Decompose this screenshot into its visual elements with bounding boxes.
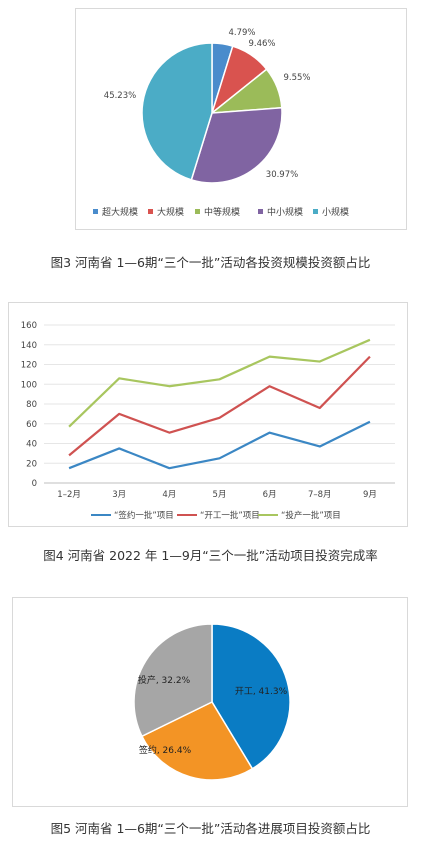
y-tick-label: 100	[21, 380, 37, 390]
pie-slice-3	[190, 106, 283, 184]
pie-slice-4	[141, 42, 213, 181]
line-chart-panel: 0 20 40 60 80 100 120 140 160 1–2月 3月 4月 5月 6月 7–8月 9月 “…	[8, 302, 408, 527]
series-line-2	[68, 338, 371, 428]
legend-label-1: “开工一批”项目	[200, 510, 260, 521]
legend-label-4: 小规模	[322, 207, 349, 218]
legend-swatch-0	[93, 209, 98, 214]
pie-chart-scale: 4.79%9.46% 9.55% 30.97% 45.23% 超大规模 大规模 中等规模 中小…	[93, 28, 349, 218]
x-tick-label: 4月	[162, 490, 176, 500]
legend-swatch-1	[148, 209, 153, 214]
y-tick-label: 0	[32, 479, 37, 489]
line-chart-completion: 0 20 40 60 80 100 120 140 160 1–2月 3月 4月 5月 6月 7–8月 9月 “…	[21, 321, 395, 521]
pie-data-label-4: 45.23%	[104, 91, 136, 101]
figure-5-caption: 图5 河南省 1—6期“三个一批”活动各进展项目投资额占比	[50, 821, 371, 836]
y-tick-label: 140	[21, 341, 37, 351]
x-tick-label: 1–2月	[57, 490, 81, 500]
y-tick-label: 60	[26, 420, 37, 430]
legend-label-2: 中等规模	[204, 206, 240, 218]
y-tick-label: 40	[26, 440, 37, 450]
y-tick-label: 120	[21, 361, 37, 371]
pie-data-label-3: 30.97%	[266, 170, 298, 180]
pie-data-label-2: 9.55%	[283, 73, 310, 83]
pie-slice-0	[211, 623, 291, 770]
legend-label-0: 超大规模	[102, 206, 138, 218]
x-tick-label: 6月	[263, 490, 277, 500]
figure-3-caption: 图3 河南省 1—6期“三个一批”活动各投资规模投资额占比	[50, 255, 371, 270]
legend-label-1: 大规模	[157, 206, 184, 218]
figure-4-caption: 图4 河南省 2022 年 1—9月“三个一批”活动项目投资完成率	[43, 548, 378, 563]
pie-data-label-0: 4.79%	[228, 28, 255, 38]
pie-data-label-2: 投产, 32.2%	[138, 674, 191, 686]
legend-label-0: “签约一批”项目	[114, 510, 174, 521]
legend-label-3: 中小规模	[267, 206, 303, 218]
pie-slice-1	[140, 701, 254, 781]
pie-data-label-1: 9.46%	[248, 39, 275, 49]
pie-chart-progress-panel: 开工, 41.3% 签约, 26.4% 投产, 32.2%	[12, 597, 408, 807]
pie-chart-scale-panel: 4.79% 9.46% 9.55% 30.97% 45.23% 超大规模 大规模 中等规模 中小…	[75, 8, 407, 230]
x-tick-label: 9月	[363, 490, 377, 500]
legend-swatch-2	[195, 209, 200, 214]
pie-data-label-1: 签约, 26.4%	[139, 744, 192, 756]
pie-data-label-0: 开工, 41.3%	[235, 686, 288, 697]
pie-chart-progress: 开工, 41.3% 签约, 26.4% 投产, 32.2%	[133, 623, 291, 781]
series-line-0	[68, 420, 371, 470]
x-tick-label: 5月	[213, 490, 227, 500]
y-tick-label: 160	[21, 321, 37, 331]
legend-swatch-3	[258, 209, 263, 214]
pie-slice-2	[133, 623, 213, 738]
x-tick-label: 7–8月	[308, 490, 332, 500]
y-tick-label: 20	[26, 459, 37, 469]
legend-swatch-4	[313, 209, 318, 214]
y-tick-label: 80	[26, 400, 37, 410]
x-tick-label: 3月	[112, 490, 126, 500]
series-line-1	[68, 355, 371, 457]
legend-label-2: “投产一批”项目	[281, 510, 341, 521]
